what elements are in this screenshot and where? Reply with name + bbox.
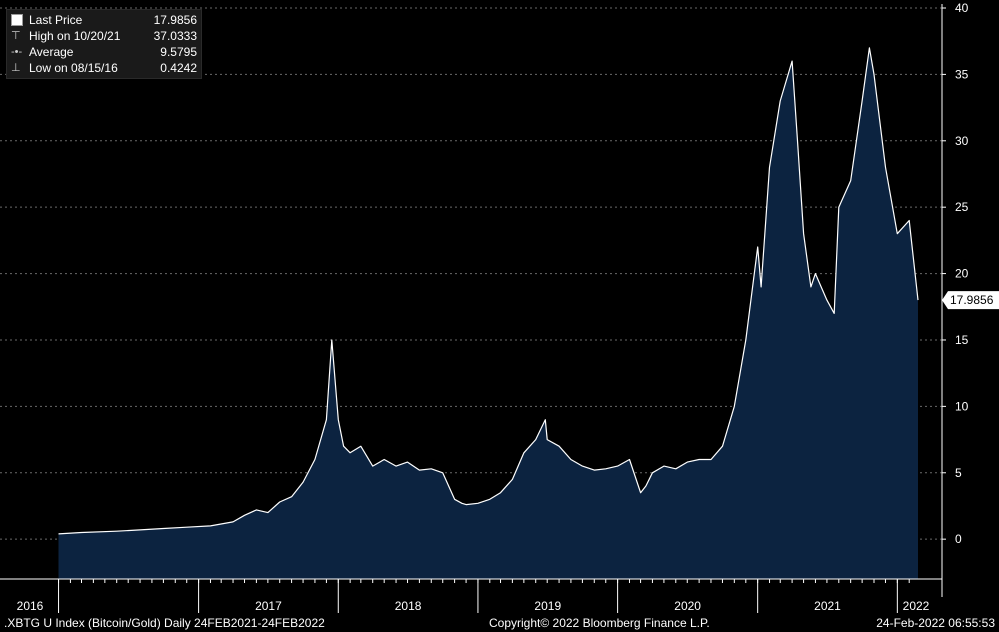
legend-value: 9.5795 [160, 45, 197, 59]
low-marker-icon: ⊥ [11, 62, 21, 74]
legend-row-high: ⊤ High on 10/20/21 37.0333 [11, 28, 197, 44]
high-marker-icon: ⊤ [11, 30, 21, 42]
legend-value: 17.9856 [153, 13, 197, 27]
footer: .XBTG U Index (Bitcoin/Gold) Daily 24FEB… [0, 613, 999, 632]
legend-label: High on 10/20/21 [29, 29, 121, 43]
legend-label: Last Price [29, 13, 83, 27]
price-area [58, 47, 918, 580]
y-tick-label: 20 [955, 267, 969, 281]
legend-row-last-price: Last Price 17.9856 [11, 12, 197, 28]
y-tick-label: 15 [955, 333, 969, 347]
y-tick-label: 30 [955, 134, 969, 148]
y-tick-label: 40 [955, 1, 969, 15]
last-price-tag-text: 17.9856 [950, 293, 994, 307]
x-tick-label: 2020 [674, 599, 701, 613]
footer-copyright: Copyright© 2022 Bloomberg Finance L.P. [489, 616, 710, 630]
x-axis: 2016 2017 2018 2019 2020 2021 2022 [0, 578, 942, 613]
y-axis: 0 5 10 15 20 25 30 35 40 [941, 1, 969, 597]
footer-ticker: .XBTG U Index (Bitcoin/Gold) Daily 24FEB… [4, 616, 325, 630]
legend-value: 37.0333 [153, 29, 197, 43]
x-tick-label: 2018 [395, 599, 422, 613]
x-tick-label: 2019 [534, 599, 561, 613]
x-tick-label: 2017 [255, 599, 282, 613]
x-tick-label: 2022 [903, 599, 930, 613]
y-tick-label: 5 [955, 466, 962, 480]
legend-label: Average [29, 45, 74, 59]
y-tick-label: 0 [955, 532, 962, 546]
y-tick-label: 10 [955, 399, 969, 413]
gridlines [0, 7, 942, 540]
y-tick-label: 35 [955, 67, 969, 81]
last-price-tag: 17.9856 [942, 291, 999, 310]
legend: Last Price 17.9856 ⊤ High on 10/20/21 37… [6, 9, 202, 79]
legend-value: 0.4242 [160, 61, 197, 75]
price-line [58, 47, 919, 535]
legend-row-average: -•- Average 9.5795 [11, 44, 197, 60]
x-tick-label: 2016 [17, 599, 44, 613]
y-tick-label: 25 [955, 200, 969, 214]
footer-timestamp: 24-Feb-2022 06:55:53 [876, 616, 995, 630]
legend-label: Low on 08/15/16 [29, 61, 118, 75]
white-square-icon [11, 14, 29, 26]
average-line-icon: -•- [11, 46, 23, 58]
legend-row-low: ⊥ Low on 08/15/16 0.4242 [11, 60, 197, 76]
last-price-tag-shape [942, 291, 999, 310]
x-tick-label: 2021 [814, 599, 841, 613]
